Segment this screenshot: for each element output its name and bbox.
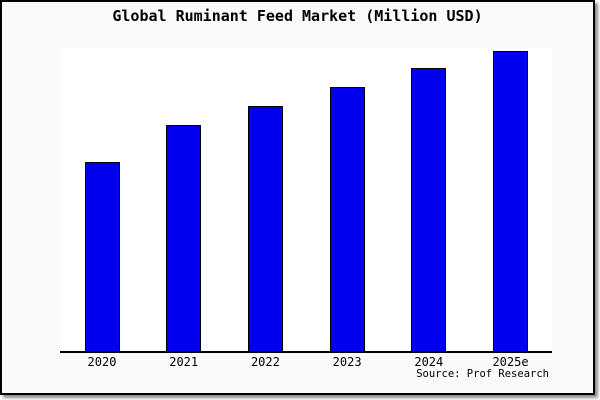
source-note: Source: Prof Research bbox=[416, 368, 549, 380]
x-tick-label-2020: 2020 bbox=[87, 355, 117, 369]
bar-2022 bbox=[247, 105, 283, 351]
bar-2023 bbox=[329, 87, 365, 351]
chart-title: Global Ruminant Feed Market (Million USD… bbox=[112, 7, 483, 25]
bar-2025e bbox=[493, 51, 528, 351]
plot-area bbox=[60, 48, 552, 353]
bar-2020 bbox=[84, 161, 120, 351]
bar-2024 bbox=[411, 68, 447, 351]
x-tick-label-2025e: 2025e bbox=[492, 355, 529, 369]
x-tick-label-2023: 2023 bbox=[332, 355, 362, 369]
x-tick-label-2021: 2021 bbox=[169, 355, 199, 369]
x-tick-label-2024: 2024 bbox=[414, 355, 444, 369]
bar-2021 bbox=[166, 125, 202, 351]
chart-frame: Global Ruminant Feed Market (Million USD… bbox=[0, 0, 595, 395]
x-tick-label-2022: 2022 bbox=[250, 355, 280, 369]
